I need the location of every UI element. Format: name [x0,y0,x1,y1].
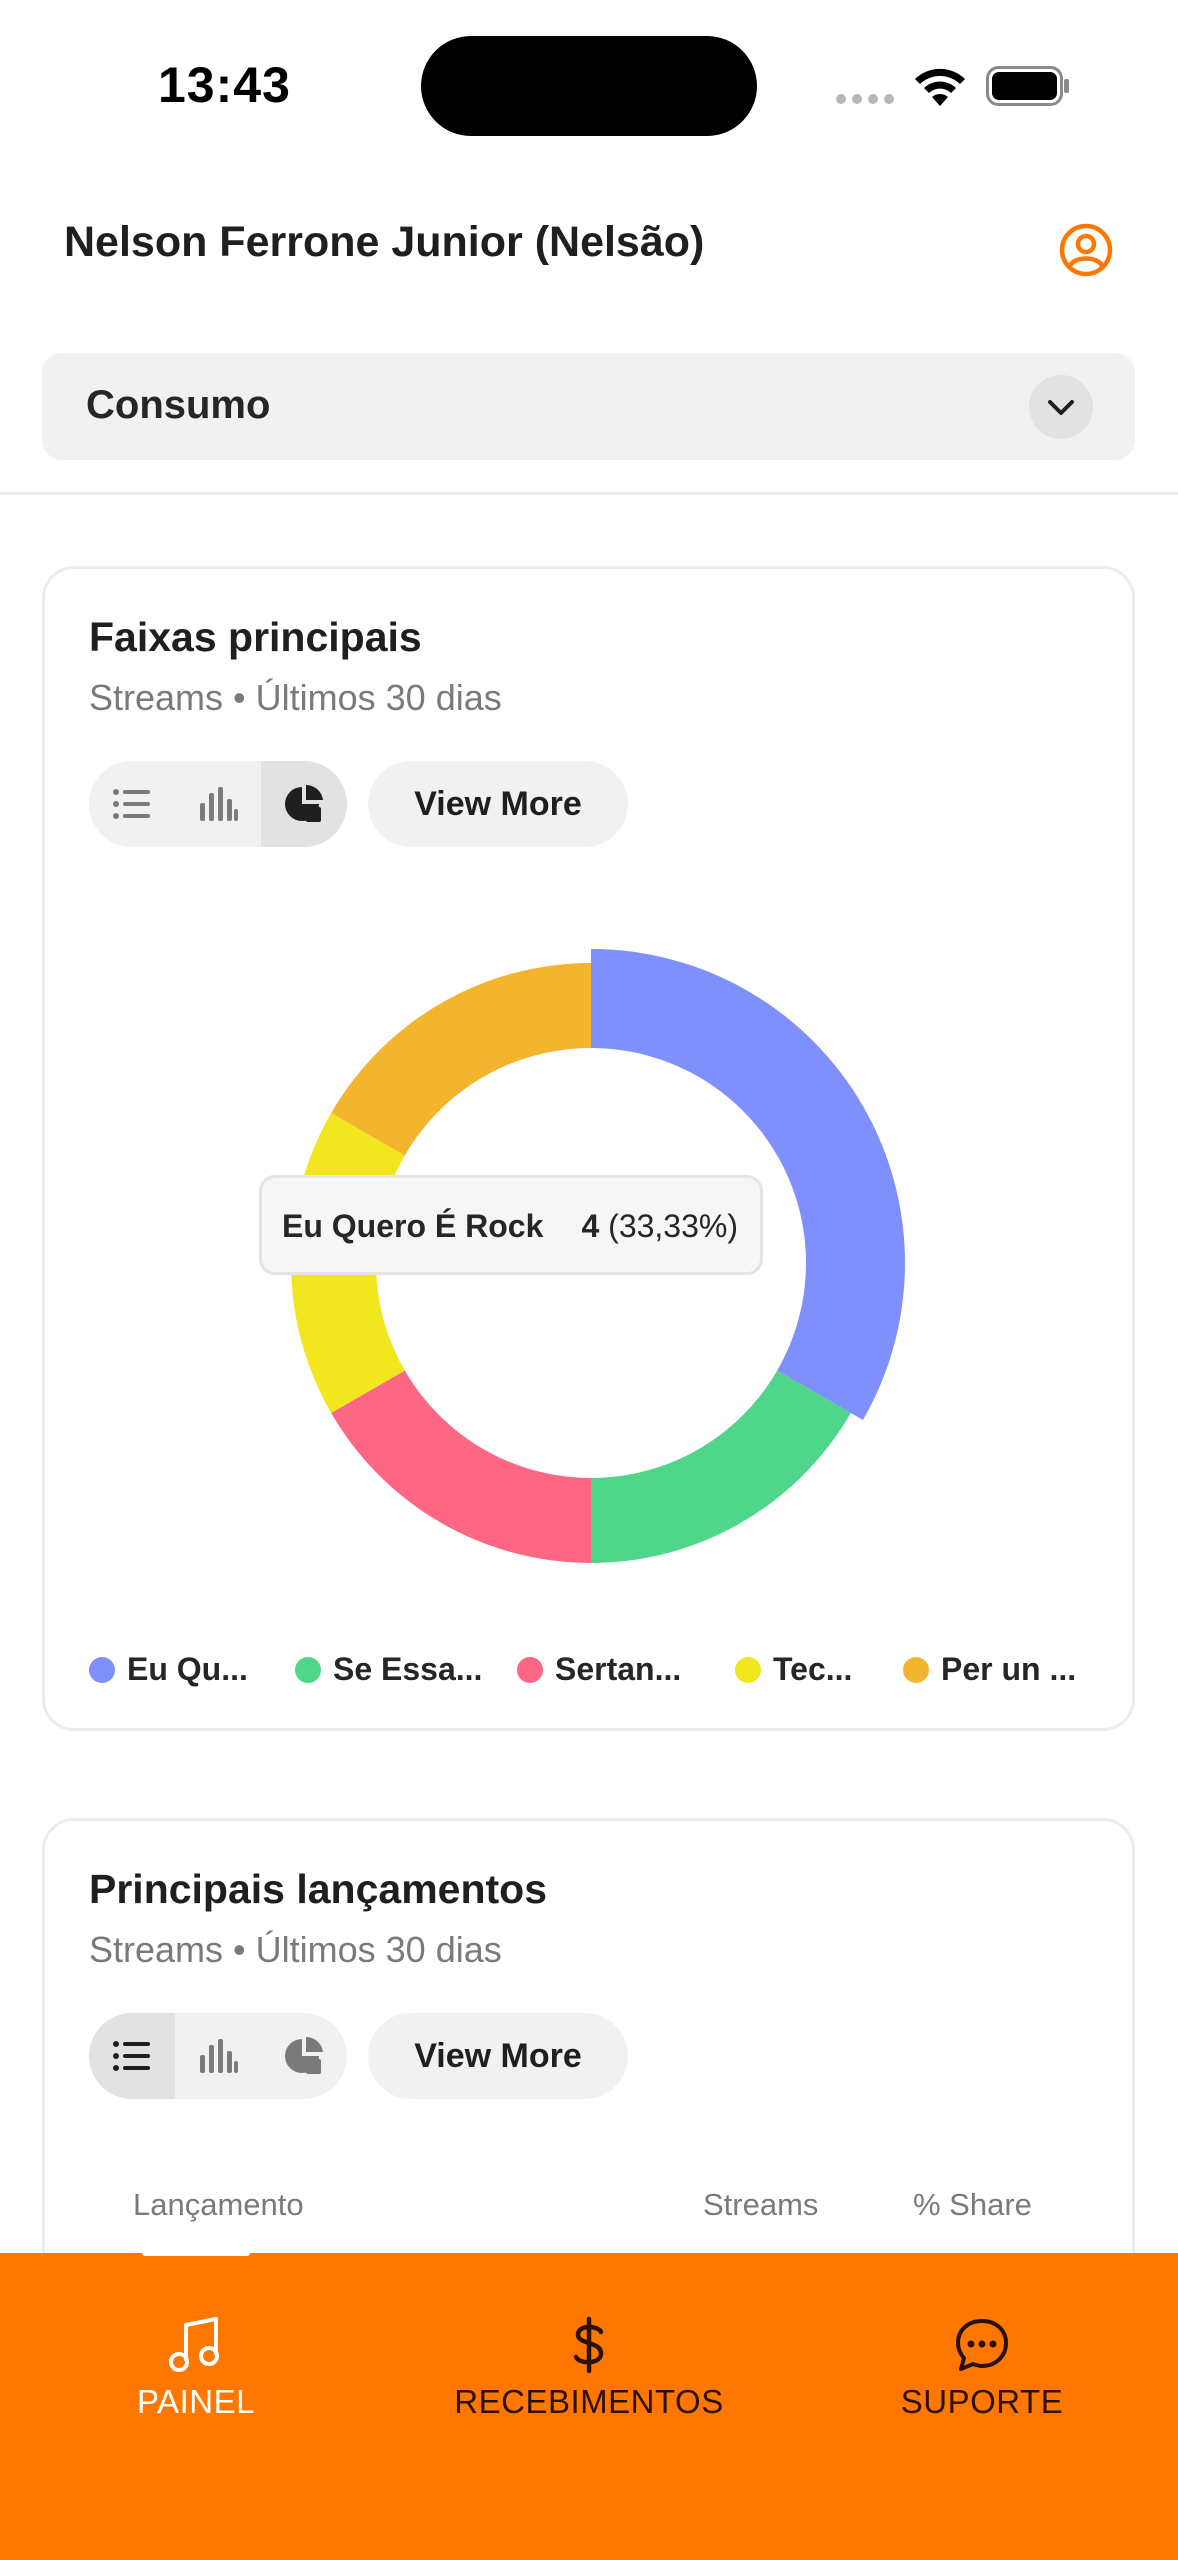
chart-tooltip: Eu Quero É Rock 4 (33,33%) [259,1175,763,1275]
view-toggle [89,761,347,847]
tooltip-value: 4 (33,33%) [581,1208,738,1245]
list-view-button[interactable] [89,2013,175,2099]
column-header-release[interactable]: Lançamento [133,2187,304,2222]
nav-label-painel: PAINEL [137,2383,255,2420]
bar-chart-icon [200,787,238,821]
list-icon [113,789,150,819]
cellular-signal-icon [836,94,894,104]
legend-dot [517,1657,543,1683]
top-tracks-card: Faixas principais Streams • Últimos 30 d… [42,566,1135,1731]
bar-chart-icon [200,2039,238,2073]
card-title: Faixas principais [89,614,422,660]
chat-bubble-icon [956,2319,1008,2371]
legend-dot [89,1657,115,1683]
legend-dot [295,1657,321,1683]
view-toggle [89,2013,347,2099]
tooltip-count: 4 [581,1208,600,1244]
list-icon [113,2041,150,2071]
donut-slice-3[interactable] [331,1370,591,1564]
bar-view-button[interactable] [175,2013,261,2099]
nav-item-recebimentos[interactable]: RECEBIMENTOS [439,2253,739,2453]
donut-slice-2[interactable] [591,1370,851,1564]
bar-view-button[interactable] [175,761,261,847]
chart-legend: Eu Qu... Se Essa... Sertan... Tec... Per un … [89,1647,1099,1691]
tooltip-percent: (33,33%) [608,1208,738,1244]
legend-dot [735,1657,761,1683]
pie-chart-icon [285,2036,323,2074]
legend-dot [903,1657,929,1683]
card-subtitle: Streams • Últimos 30 dias [89,677,502,718]
bottom-nav: PAINEL RECEBIMENTOS SUPORTE [0,2253,1178,2560]
nav-item-suporte[interactable]: SUPORTE [832,2253,1132,2453]
profile-name: Nelson Ferrone Junior (Nelsão) [64,218,705,266]
donut-slice-1[interactable] [591,949,905,1420]
status-bar: 13:43 [0,0,1178,170]
tooltip-label: Eu Quero É Rock [282,1208,544,1244]
view-more-button[interactable]: View More [368,2013,628,2099]
user-circle-icon[interactable] [1058,222,1114,278]
column-header-share[interactable]: % Share [913,2187,1032,2222]
dollar-icon [573,2316,604,2374]
battery-icon [986,66,1069,106]
pie-chart-icon [285,784,323,822]
column-header-streams[interactable]: Streams [703,2187,819,2222]
legend-label: Per un ... [941,1651,1077,1687]
legend-label: Tec... [773,1651,853,1687]
pie-view-button[interactable] [261,761,347,847]
wifi-icon [915,68,965,106]
legend-label: Se Essa... [333,1651,483,1687]
nav-item-painel[interactable]: PAINEL [46,2253,346,2453]
pie-view-button[interactable] [261,2013,347,2099]
chevron-down-button[interactable] [1029,375,1093,439]
active-tab-indicator [142,2250,250,2256]
music-note-icon [169,2317,219,2372]
view-more-button[interactable]: View More [368,761,628,847]
card-subtitle: Streams • Últimos 30 dias [89,1929,502,1970]
list-view-button[interactable] [89,761,175,847]
chevron-down-icon [1048,400,1074,415]
category-dropdown[interactable]: Consumo [42,353,1135,460]
dynamic-island [421,36,757,136]
dropdown-selected-value: Consumo [86,383,271,427]
donut-slice-5[interactable] [331,963,591,1156]
legend-label: Eu Qu... [127,1651,248,1687]
nav-label-recebimentos: RECEBIMENTOS [454,2383,724,2420]
card-title: Principais lançamentos [89,1866,548,1912]
header-divider [0,492,1178,495]
status-time: 13:43 [158,57,291,113]
donut-chart [290,949,905,1564]
legend-label: Sertan... [555,1651,682,1687]
nav-label-suporte: SUPORTE [900,2383,1064,2420]
